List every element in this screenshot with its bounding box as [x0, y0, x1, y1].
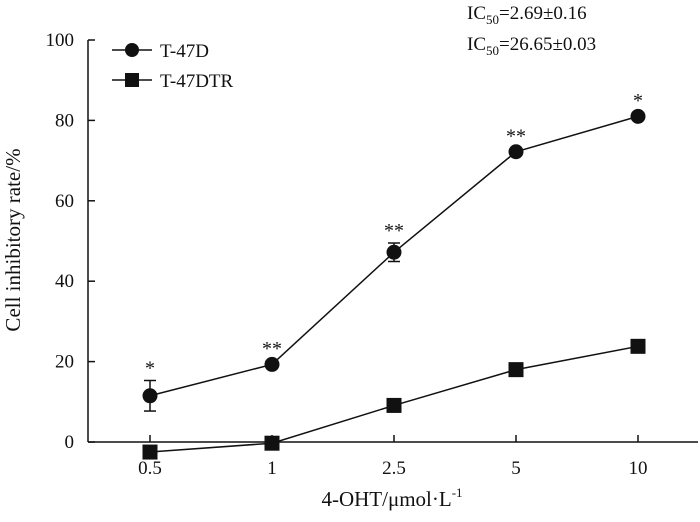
x-tick-label-0.5: 0.5 [138, 458, 162, 479]
x-tick-label-10: 10 [629, 458, 648, 479]
point-t-47d-10 [630, 108, 646, 124]
point-t-47d-5 [508, 144, 524, 160]
x-axis-title-exponent: -1 [452, 485, 463, 500]
y-tick-label-100: 100 [46, 30, 75, 51]
y-tick-label-40: 40 [55, 271, 74, 292]
y-axis-title: Cell inhibitory rate/% [1, 148, 25, 331]
significance-t-47d-10: * [633, 90, 643, 112]
significance-t-47d-0.5: * [145, 357, 155, 379]
legend-label-t47d: T-47D [160, 41, 209, 62]
significance-t-47d-2.5: ** [384, 220, 404, 242]
x-tick-label-1: 1 [267, 458, 277, 479]
point-t-47dtr-1 [264, 435, 280, 451]
y-ticks: 0 20 40 60 80 100 [46, 30, 95, 453]
legend-marker-t47dtr [125, 73, 139, 87]
legend-label-t47dtr: T-47DTR [160, 71, 234, 92]
significance-t-47d-1: ** [262, 338, 282, 360]
series-t-47dtr [142, 338, 646, 460]
point-t-47dtr-2.5 [386, 397, 402, 413]
y-tick-label-20: 20 [55, 352, 74, 373]
x-tick-label-2.5: 2.5 [382, 458, 406, 479]
point-t-47dtr-0.5 [142, 444, 158, 460]
ic50-annotation-2: IC50=26.65±0.03 [467, 34, 596, 58]
legend: T-47D T-47DTR [112, 41, 234, 92]
x-tick-label-5: 5 [511, 458, 521, 479]
x-axis-title: 4-OHT/μmol·L [321, 487, 451, 511]
x-axis-title-group: 4-OHT/μmol·L-1 [321, 485, 462, 511]
legend-marker-t47d [125, 43, 139, 57]
series-t-47d: ******** [142, 90, 646, 412]
point-t-47d-2.5 [386, 244, 402, 260]
significance-t-47d-5: ** [506, 126, 526, 148]
y-tick-label-0: 0 [65, 432, 75, 453]
x-ticks: 0.5 1 2.5 5 10 [138, 435, 648, 479]
series-layer: ******** [142, 90, 646, 460]
point-t-47d-1 [264, 356, 280, 372]
point-t-47d-0.5 [142, 388, 158, 404]
ic50-annotation-1: IC50=2.69±0.16 [467, 3, 587, 27]
point-t-47dtr-10 [630, 338, 646, 354]
point-t-47dtr-5 [508, 362, 524, 378]
y-tick-label-80: 80 [55, 110, 74, 131]
y-tick-label-60: 60 [55, 191, 74, 212]
